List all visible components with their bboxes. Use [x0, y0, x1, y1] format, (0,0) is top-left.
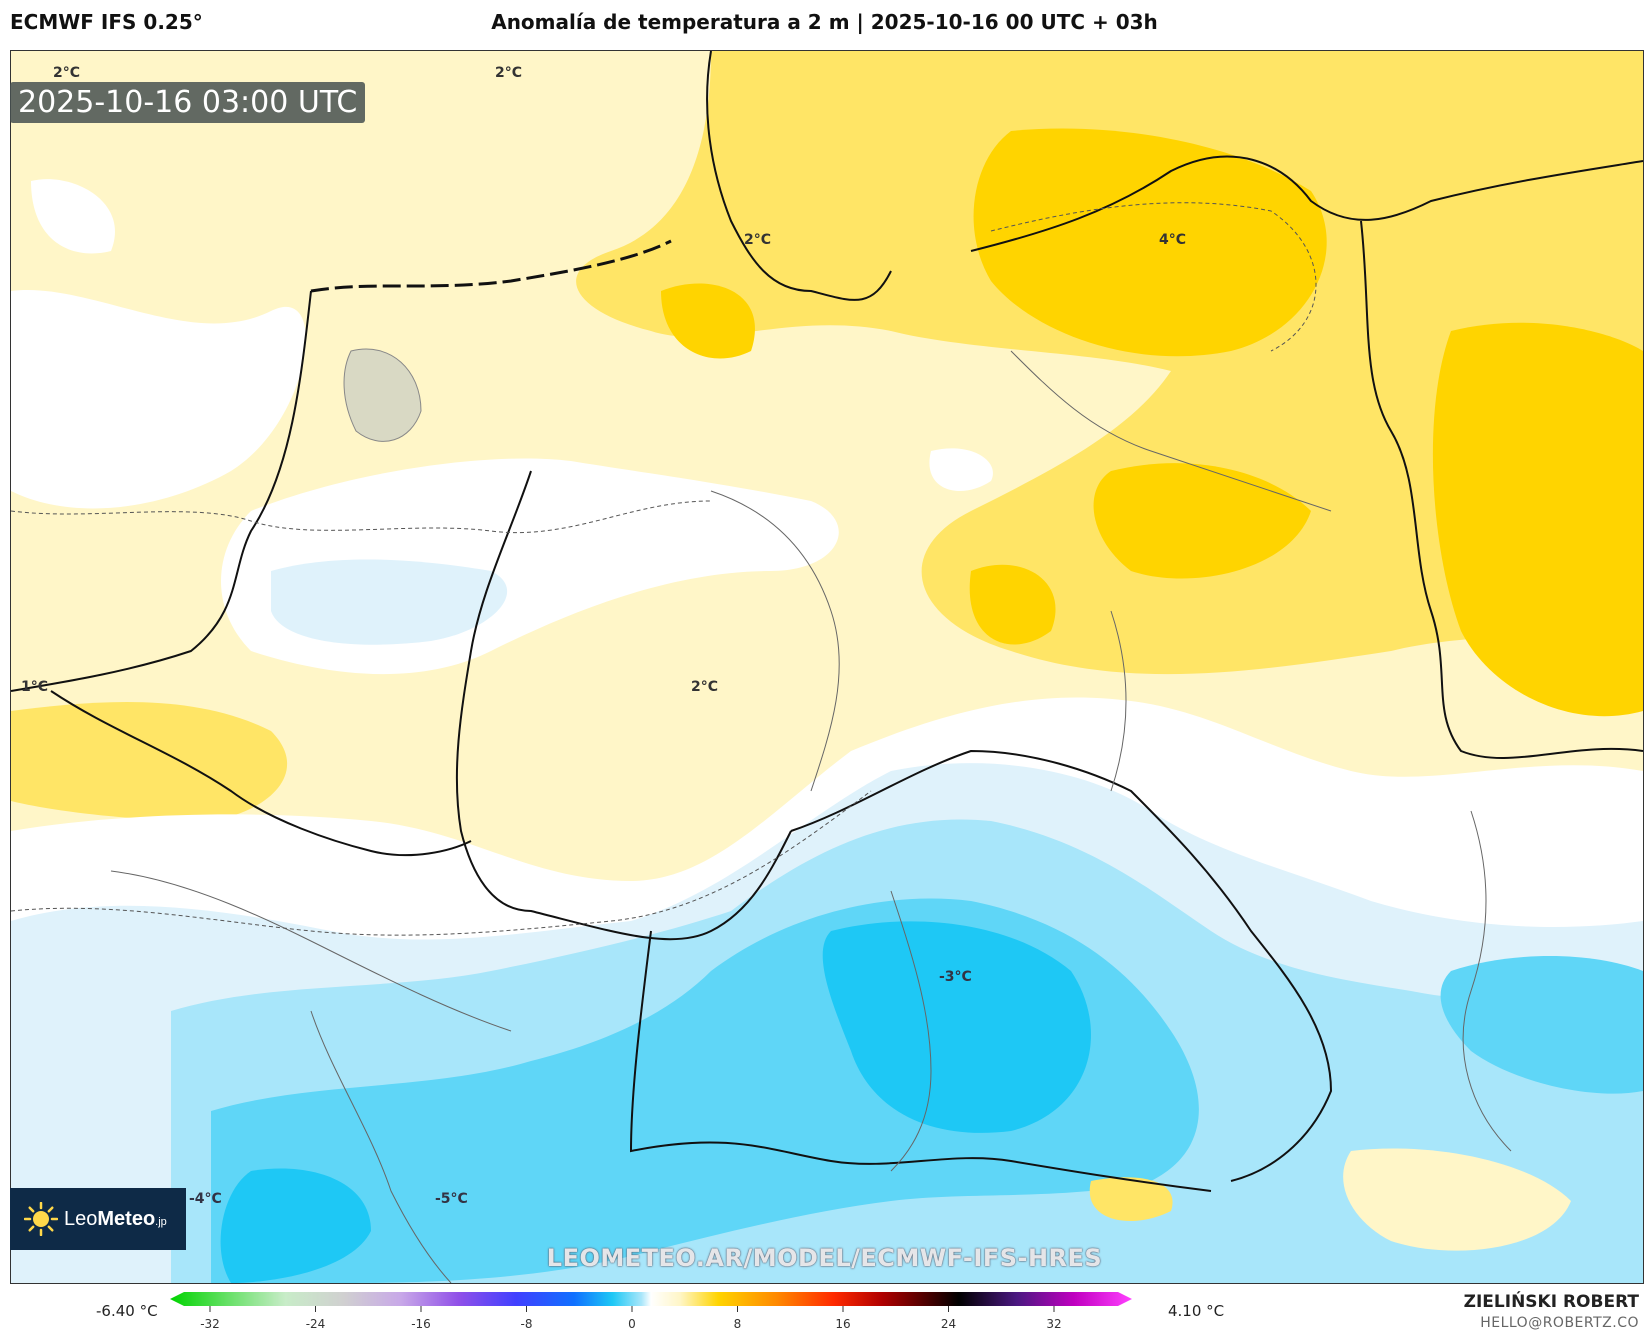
colorbar-tick-label: -8: [521, 1317, 533, 1331]
colorbar-tick-label: 0: [628, 1317, 636, 1331]
region-border-4: [1110, 610, 1127, 792]
neutral-zone-nw: [11, 290, 306, 509]
region-border-6: [890, 890, 932, 1172]
contour-label: 2°C: [53, 65, 80, 81]
contour-label: -4°C: [189, 1191, 222, 1207]
cool-deep-core: [822, 921, 1091, 1133]
legend-min-value: -6.40 °C: [96, 1302, 158, 1320]
coastline-west: [11, 290, 312, 692]
colorbar-ticks: -32 -24 -16 -8 0 8 16 24 32: [200, 1306, 1062, 1331]
contour-3: [990, 202, 1317, 352]
colorbar-tick-label: 16: [835, 1317, 850, 1331]
watermark-url: LEOMETEO.AR/MODEL/ECMWF-IFS-HRES: [546, 1244, 1103, 1272]
valid-time-badge: 2025-10-16 03:00 UTC: [10, 82, 366, 123]
contour-label: -5°C: [435, 1191, 468, 1207]
legend-bar: -6.40 °C: [0, 1286, 1649, 1339]
region-border-5: [310, 1010, 452, 1283]
contour-label: -3°C: [939, 969, 972, 985]
contour-2: [11, 790, 872, 936]
warm-strong-east: [1432, 322, 1643, 717]
border-fr-be: [50, 690, 472, 857]
colorbar-tick-label: -16: [411, 1317, 431, 1331]
cool-light-benelux: [271, 559, 508, 645]
warm-strong-de: [969, 564, 1056, 645]
border-alps: [629, 930, 1212, 1192]
warm-strong-pl: [1093, 463, 1311, 579]
border-south-east: [790, 749, 1333, 1182]
warm-strong-dk: [661, 283, 755, 359]
coastline-frisian: [310, 239, 672, 293]
leometeo-logo[interactable]: LeoMeteo.jp: [10, 1188, 186, 1250]
contour-1: [11, 500, 712, 534]
contour-label: 2°C: [744, 232, 771, 248]
cool-deep-sw: [220, 1168, 371, 1283]
warm-mid-ne: [576, 51, 1643, 675]
author-credit: ZIELIŃSKI ROBERT HELLO@ROBERTZ.CO: [1464, 1292, 1639, 1331]
sun-icon: [24, 1202, 58, 1236]
logo-text: LeoMeteo.jp: [64, 1207, 167, 1230]
colorbar: -32 -24 -16 -8 0 8 16 24 32: [170, 1292, 1132, 1331]
contour-label: 2°C: [495, 65, 522, 81]
colorbar-tick-label: 24: [941, 1317, 956, 1331]
legend-max-value: 4.10 °C: [1168, 1302, 1225, 1320]
contour-label: 2°C: [691, 679, 718, 695]
region-border-3: [710, 490, 840, 792]
contour-label: 4°C: [1159, 232, 1186, 248]
colorbar-gradient: [170, 1292, 1132, 1306]
colorbar-tick-label: -32: [200, 1317, 220, 1331]
warm-strong-center-ne: [973, 128, 1327, 357]
border-east: [1360, 220, 1643, 759]
contour-label: 1°C: [21, 679, 48, 695]
chart-title: Anomalía de temperatura a 2 m | 2025-10-…: [491, 10, 1158, 34]
region-border-7: [1462, 810, 1512, 1152]
neutral-zone-nw2: [31, 179, 115, 254]
warm-mid-west: [11, 702, 288, 821]
author-name: ZIELIŃSKI ROBERT: [1463, 1292, 1639, 1312]
neutral-spot: [929, 448, 993, 491]
warm-patch-se2: [1343, 1148, 1571, 1251]
coastline-baltic: [970, 155, 1643, 252]
ijsselmeer: [343, 348, 422, 442]
coastline-jutland: [706, 51, 892, 301]
warm-patch-se: [1089, 1177, 1173, 1221]
region-border-2: [1010, 350, 1332, 512]
region-border-1: [110, 870, 512, 1032]
colorbar-tick-label: 8: [734, 1317, 742, 1331]
model-name: ECMWF IFS 0.25°: [10, 10, 203, 34]
temperature-anomaly-map: 2°C 2°C 2°C 4°C 1°C 2°C -3°C -4°C -5°C: [11, 51, 1643, 1283]
border-central: [455, 470, 792, 941]
cool-strong-se: [1440, 956, 1643, 1094]
map-panel[interactable]: 2°C 2°C 2°C 4°C 1°C 2°C -3°C -4°C -5°C: [10, 50, 1644, 1284]
author-email[interactable]: HELLO@ROBERTZ.CO: [1480, 1315, 1639, 1331]
colorbar-tick-label: -24: [306, 1317, 326, 1331]
colorbar-tick-label: 32: [1046, 1317, 1061, 1331]
